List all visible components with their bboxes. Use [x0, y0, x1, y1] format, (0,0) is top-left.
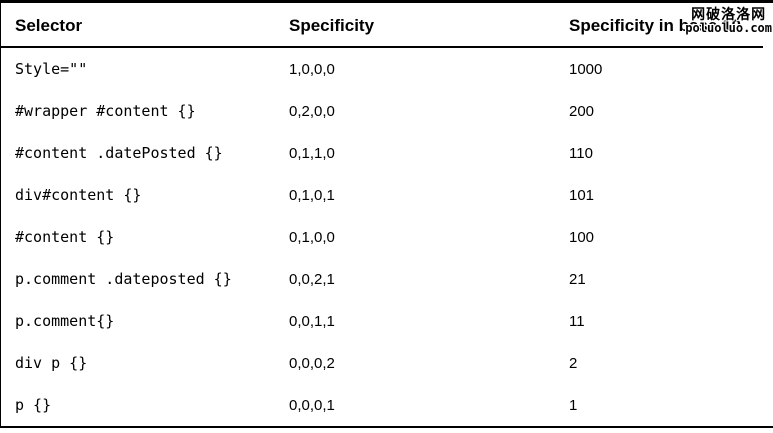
selector-cell: #content {}	[15, 228, 115, 246]
selector-cell: Style=""	[15, 60, 88, 78]
specificity-cell: 0,1,0,0	[289, 228, 335, 246]
selector-cell: p.comment .dateposted {}	[15, 270, 232, 288]
base10-cell: 101	[569, 186, 595, 204]
table-row: p.comment .dateposted {} 0,0,2,1 21	[1, 258, 773, 300]
column-header-specificity: Specificity	[289, 15, 375, 35]
site-watermark: 网破洛洛网 poluoluo.com	[685, 6, 772, 36]
table-row: div#content {} 0,1,0,1 101	[1, 174, 773, 216]
table-row: div p {} 0,0,0,2 2	[1, 342, 773, 384]
base10-cell: 2	[569, 354, 578, 372]
specificity-cell: 0,1,1,0	[289, 144, 335, 162]
selector-cell: div p {}	[15, 354, 88, 372]
table-row: Style="" 1,0,0,0 1000	[1, 48, 773, 90]
selector-cell: #content .datePosted {}	[15, 144, 223, 162]
base10-cell: 21	[569, 270, 586, 288]
watermark-domain-text: poluoluo.com	[685, 21, 772, 36]
specificity-cell: 0,2,0,0	[289, 102, 335, 120]
specificity-cell: 0,0,1,1	[289, 312, 335, 330]
table-header-row: Selector Specificity Specificity in base…	[1, 3, 773, 48]
table-row: p {} 0,0,0,1 1	[1, 384, 773, 426]
base10-cell: 1	[569, 396, 578, 414]
column-header-specificity-base10: Specificity in base 10	[569, 15, 741, 35]
table-row: #content {} 0,1,0,0 100	[1, 216, 773, 258]
table-row: #content .datePosted {} 0,1,1,0 110	[1, 132, 773, 174]
base10-cell: 110	[569, 144, 593, 162]
selector-cell: p.comment{}	[15, 312, 115, 330]
specificity-cell: 1,0,0,0	[289, 60, 335, 78]
table-row: #wrapper #content {} 0,2,0,0 200	[1, 90, 773, 132]
selector-cell: #wrapper #content {}	[15, 102, 196, 120]
selector-cell: div#content {}	[15, 186, 142, 204]
base10-cell: 1000	[569, 60, 603, 78]
base10-cell: 11	[569, 312, 585, 330]
watermark-chinese-text: 网破洛洛网	[691, 6, 767, 22]
specificity-cell: 0,0,2,1	[289, 270, 335, 288]
specificity-cell: 0,1,0,1	[289, 186, 335, 204]
table-row: p.comment{} 0,0,1,1 11	[1, 300, 773, 342]
column-header-selector: Selector	[15, 15, 83, 35]
selector-cell: p {}	[15, 396, 52, 414]
base10-cell: 200	[569, 102, 595, 120]
specificity-cell: 0,0,0,2	[289, 354, 335, 372]
base10-cell: 100	[569, 228, 595, 246]
specificity-cell: 0,0,0,1	[289, 396, 335, 414]
table-body: Style="" 1,0,0,0 1000 #wrapper #content …	[1, 48, 773, 426]
